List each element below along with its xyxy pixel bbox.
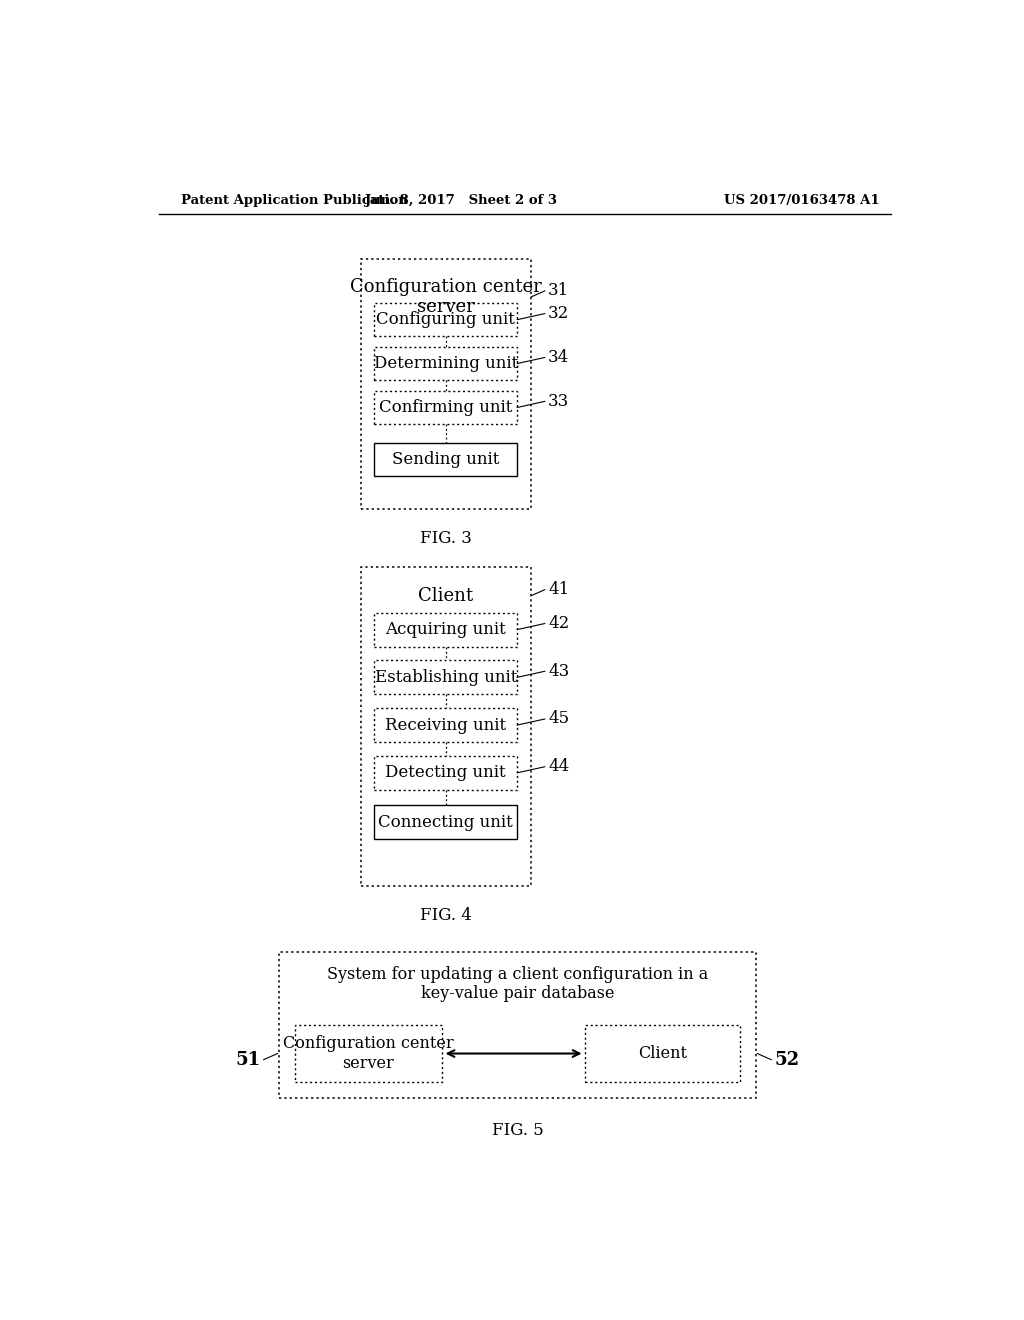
Text: Client: Client xyxy=(638,1045,687,1063)
Text: 45: 45 xyxy=(548,710,569,727)
Text: Configuring unit: Configuring unit xyxy=(376,312,515,329)
Text: 43: 43 xyxy=(548,663,569,680)
Text: 33: 33 xyxy=(548,393,569,409)
Bar xyxy=(360,566,531,886)
Text: Jun. 8, 2017   Sheet 2 of 3: Jun. 8, 2017 Sheet 2 of 3 xyxy=(366,194,557,207)
Text: Acquiring unit: Acquiring unit xyxy=(385,622,506,638)
Bar xyxy=(295,1024,442,1082)
Text: Receiving unit: Receiving unit xyxy=(385,717,506,734)
Text: US 2017/0163478 A1: US 2017/0163478 A1 xyxy=(724,194,880,207)
Bar xyxy=(375,708,517,742)
Text: 52: 52 xyxy=(774,1051,800,1069)
Text: FIG. 3: FIG. 3 xyxy=(420,529,472,546)
Bar xyxy=(375,805,517,840)
Text: 42: 42 xyxy=(548,615,569,632)
Text: Connecting unit: Connecting unit xyxy=(379,813,513,830)
Text: 41: 41 xyxy=(548,581,569,598)
Text: System for updating a client configuration in a
key-value pair database: System for updating a client configurati… xyxy=(327,965,708,1002)
Text: Patent Application Publication: Patent Application Publication xyxy=(180,194,408,207)
Text: 51: 51 xyxy=(236,1051,260,1069)
Text: Sending unit: Sending unit xyxy=(392,451,500,469)
Text: Client: Client xyxy=(418,587,473,605)
Text: 32: 32 xyxy=(548,305,569,322)
Text: FIG. 4: FIG. 4 xyxy=(420,907,472,924)
Bar xyxy=(586,1024,740,1082)
Text: FIG. 5: FIG. 5 xyxy=(492,1122,544,1139)
Bar xyxy=(375,304,517,337)
Bar xyxy=(375,444,517,477)
Text: 34: 34 xyxy=(548,348,569,366)
Bar xyxy=(280,952,756,1098)
Text: Establishing unit: Establishing unit xyxy=(375,669,517,686)
Bar xyxy=(375,660,517,694)
Text: 31: 31 xyxy=(548,282,569,300)
Text: Configuration center
server: Configuration center server xyxy=(350,277,542,317)
Text: Configuration center
server: Configuration center server xyxy=(283,1035,454,1072)
Text: Confirming unit: Confirming unit xyxy=(379,399,512,416)
Text: Determining unit: Determining unit xyxy=(374,355,518,372)
Bar xyxy=(375,612,517,647)
Bar xyxy=(375,391,517,424)
Text: 44: 44 xyxy=(548,758,569,775)
Text: Detecting unit: Detecting unit xyxy=(385,764,506,781)
Bar xyxy=(375,756,517,789)
Bar xyxy=(375,347,517,380)
Bar xyxy=(360,259,531,508)
